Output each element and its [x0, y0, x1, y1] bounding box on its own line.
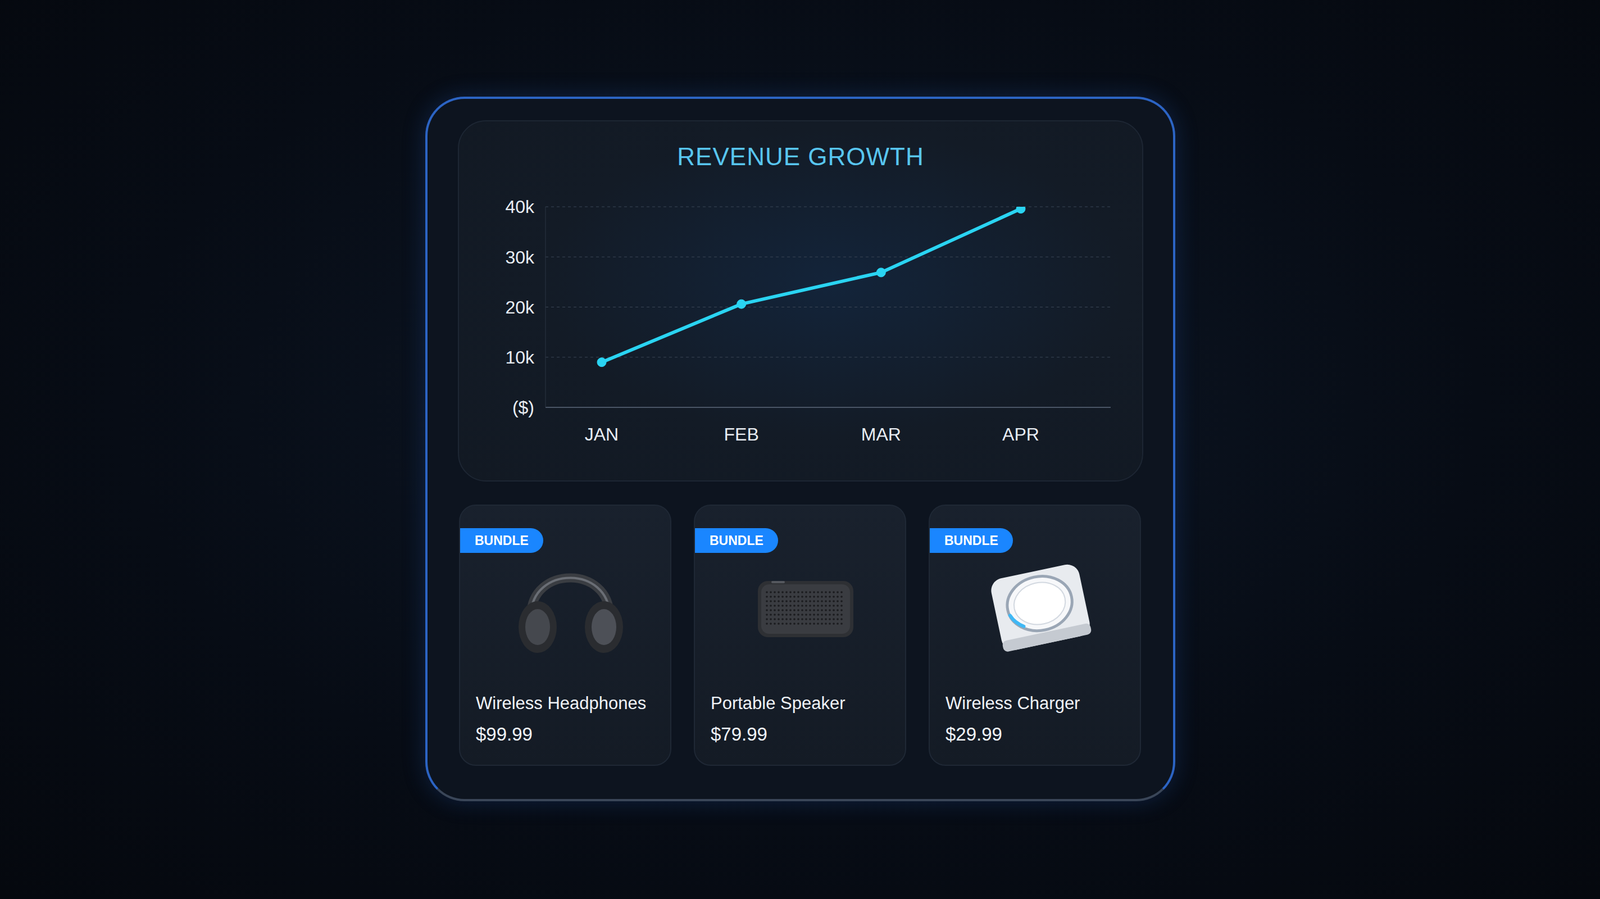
svg-text:MAR: MAR — [861, 424, 902, 445]
svg-text:FEB: FEB — [724, 424, 759, 445]
html-text:BUNDLE: BUNDLE — [709, 533, 764, 548]
html-text:Wireless Charger: Wireless Charger — [945, 693, 1081, 713]
svg-text:APR: APR — [1002, 424, 1040, 445]
html-text:BUNDLE: BUNDLE — [944, 533, 999, 548]
svg-text:10k: 10k — [505, 347, 535, 368]
svg-text:30k: 30k — [505, 247, 535, 268]
svg-text:JAN: JAN — [584, 424, 619, 445]
svg-text:($): ($) — [512, 397, 535, 418]
svg-text:20k: 20k — [505, 297, 535, 318]
html-text:BUNDLE: BUNDLE — [474, 533, 529, 548]
html-text:$29.99: $29.99 — [945, 723, 1003, 745]
html-text:REVENUE GROWTH: REVENUE GROWTH — [677, 142, 924, 171]
html-text:Portable Speaker: Portable Speaker — [710, 693, 846, 713]
html-text:Wireless Headphones: Wireless Headphones — [475, 693, 647, 713]
svg-text:40k: 40k — [505, 196, 535, 217]
html-text:$79.99: $79.99 — [710, 723, 768, 745]
html-text:$99.99: $99.99 — [475, 723, 533, 745]
